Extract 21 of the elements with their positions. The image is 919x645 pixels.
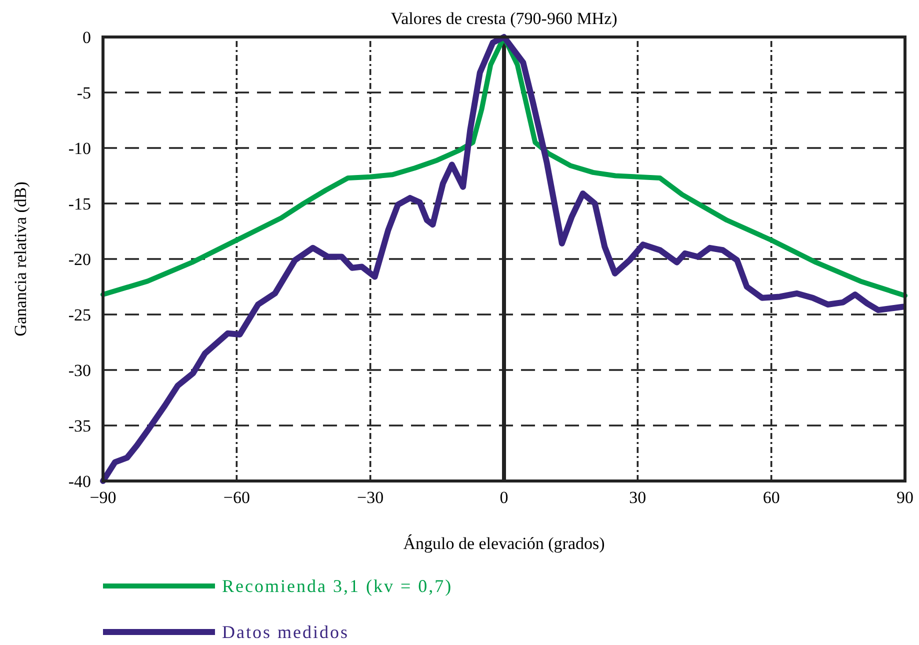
- x-tick-label: 90: [896, 488, 914, 507]
- x-tick-label: 0: [500, 488, 508, 507]
- y-tick-label: -25: [68, 306, 91, 324]
- chart-title: Valores de cresta (790-960 MHz): [390, 9, 618, 28]
- x-tick-label: −60: [223, 488, 250, 507]
- x-tick-label: 30: [629, 488, 646, 507]
- text: Recomienda 3,1 (kv = 0,7): [222, 576, 453, 596]
- x-axis-title: Ángulo de elevación (grados): [403, 534, 605, 553]
- text: Datos medidos: [222, 622, 349, 642]
- y-tick-label: -40: [68, 472, 91, 491]
- y-tick-label: -35: [68, 416, 91, 436]
- x-tick-label: −30: [357, 488, 384, 507]
- x-tick-label: 60: [762, 488, 780, 507]
- y-tick-label: 0: [82, 28, 91, 47]
- x-tick-label: −90: [90, 488, 116, 507]
- y-tick-label: -20: [68, 250, 91, 269]
- y-tick-label: -15: [68, 194, 91, 214]
- y-tick-label: -5: [76, 84, 91, 102]
- y-axis-title: Ganancia relativa (dB): [11, 182, 30, 336]
- y-tick-label: -30: [68, 361, 91, 380]
- y-tick-label: -10: [68, 139, 91, 158]
